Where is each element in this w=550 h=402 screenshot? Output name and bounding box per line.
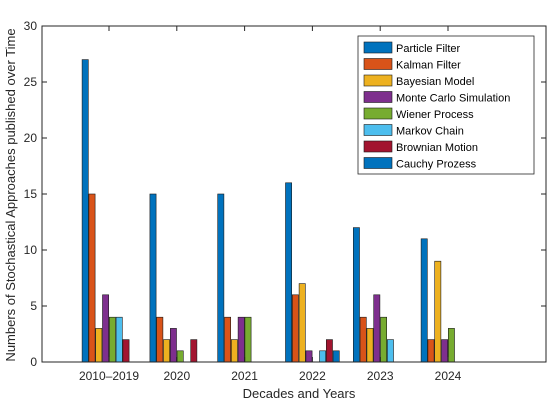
legend-swatch [363,140,393,153]
bar-markov-chain-3 [319,350,326,363]
x-tick-label: 2010–2019 [79,369,139,383]
bar-bayesian-model-2 [231,339,238,363]
y-tick-label: 20 [24,131,38,145]
bar-particle-filter-3 [285,182,292,363]
x-tick-label: 2021 [231,369,258,383]
bar-particle-filter-4 [352,227,360,363]
bar-kalman-filter-3 [291,294,299,363]
y-tick-label: 5 [30,299,37,313]
legend-swatch [363,58,393,70]
legend-label: Particle Filter [396,43,461,55]
x-axis-label: Decades and Years [243,386,356,401]
x-tick-label: 2023 [367,369,394,383]
axes-group: 0 5 10 15 20 25 30 2010–2019 2020 2021 2022 2023 202… [24,19,547,383]
legend-swatch [363,41,393,54]
bar-bayesian-model-0 [95,328,103,363]
bar-markov-chain-4 [386,339,394,363]
bar-markov-chain-0 [115,316,123,363]
x-tick-label: 2020 [163,369,190,383]
bar-brownian-motion-1 [190,339,198,363]
bar-wiener-process-1 [176,350,184,363]
y-axis-label: Numbers of Stochastical Approaches publi… [3,28,18,361]
bar-particle-filter-5 [420,238,428,363]
bar-bayesian-model-4 [366,328,374,363]
bar-monte-carlo-simulation-4 [373,294,381,363]
bar-wiener-process-2 [244,316,252,363]
bar-monte-carlo-simulation-2 [237,316,245,363]
bar-particle-filter-1 [149,193,157,363]
bar-kalman-filter-0 [88,193,96,363]
bar-kalman-filter-4 [359,316,367,363]
legend-swatch [363,124,393,136]
legend-swatch [363,91,393,103]
x-tick-label: 2022 [299,369,326,383]
bars-group [81,59,455,363]
bar-monte-carlo-simulation-0 [102,294,109,363]
bar-bayesian-model-3 [298,283,306,363]
legend-label: Kalman Filter [396,60,461,72]
bar-monte-carlo-simulation-5 [441,339,448,363]
bar-kalman-filter-5 [427,339,435,363]
legend-swatch [363,107,393,120]
x-tick-label: 2024 [435,369,462,383]
bar-cauchy-prozess-3 [332,350,340,363]
legend-label: Wiener Process [396,109,474,121]
bar-monte-carlo-simulation-1 [170,328,177,363]
bar-particle-filter-2 [217,193,225,363]
legend-label: Bayesian Model [396,76,474,88]
bar-wiener-process-5 [447,328,455,363]
bar-brownian-motion-3 [325,339,333,363]
y-tick-label: 0 [30,355,37,369]
y-tick-label: 15 [24,187,38,201]
bar-brownian-motion-0 [122,339,130,363]
bar-bayesian-model-1 [163,339,170,363]
bar-wiener-process-4 [380,316,387,363]
legend-label: Cauchy Prozess [396,159,477,171]
bar-bayesian-model-5 [434,260,442,363]
legend-swatch [363,74,393,87]
y-tick-label: 10 [24,243,38,257]
y-tick-label: 30 [24,19,38,33]
bar-monte-carlo-simulation-3 [305,350,313,363]
legend-label: Brownian Motion [396,142,478,154]
legend: Particle Filter Kalman Filter Bayesian Mod… [357,35,535,175]
bar-particle-filter-0 [81,59,89,363]
bar-kalman-filter-1 [156,316,164,363]
y-tick-label: 25 [24,75,38,89]
legend-swatch [363,157,393,169]
bar-wiener-process-0 [109,316,116,363]
legend-label: Monte Carlo Simulation [396,93,510,105]
bar-kalman-filter-2 [224,316,231,363]
legend-label: Markov Chain [396,126,464,138]
